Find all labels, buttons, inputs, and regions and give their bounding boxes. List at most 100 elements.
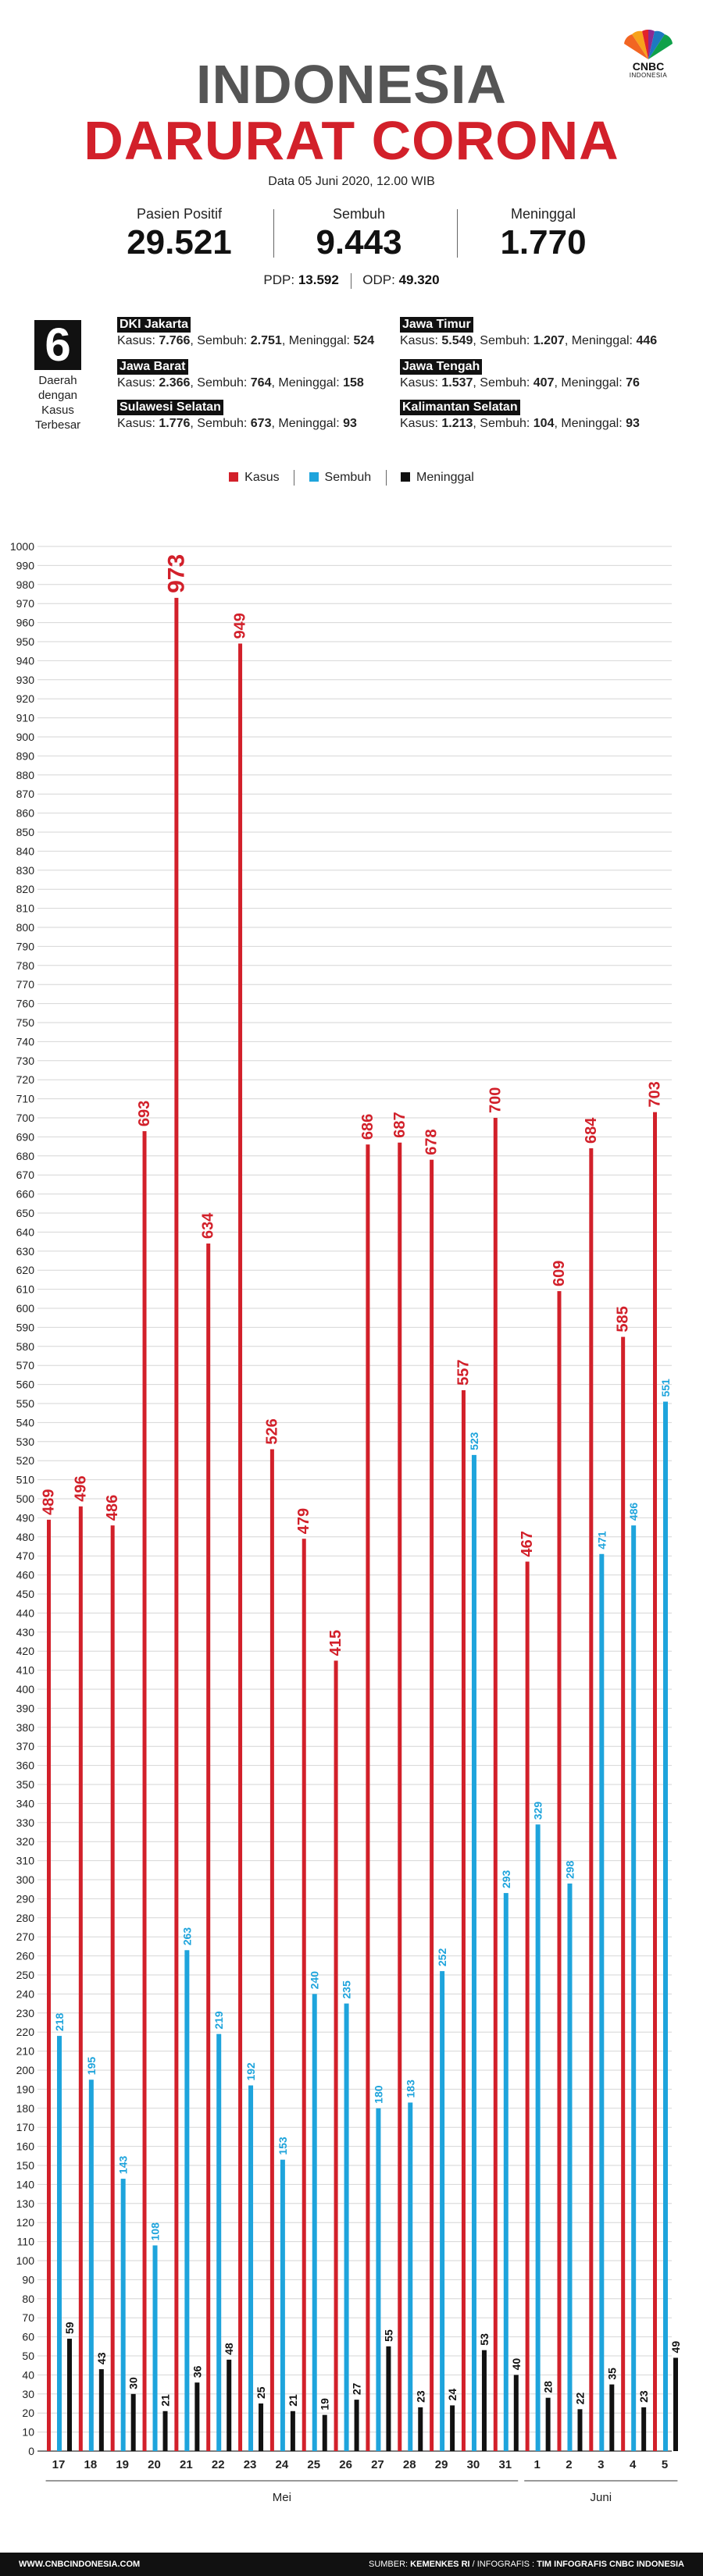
bar-kasus <box>269 1449 274 2451</box>
x-tick-label: 22 <box>212 2458 225 2471</box>
y-tick-label: 710 <box>16 1093 35 1105</box>
data-label-kasus: 585 <box>615 1306 632 1332</box>
data-label-meninggal: 55 <box>382 2329 394 2342</box>
x-tick-label: 26 <box>339 2458 352 2471</box>
data-label-sembuh: 195 <box>85 2057 98 2076</box>
y-tick-label: 0 <box>28 2445 34 2457</box>
bar-meninggal <box>322 2414 327 2451</box>
y-tick-label: 40 <box>22 2368 34 2381</box>
y-tick-label: 540 <box>16 1416 35 1429</box>
region-detail: Kasus: 5.549, Sembuh: 1.207, Meninggal: … <box>400 334 658 347</box>
data-label-kasus: 467 <box>519 1531 536 1557</box>
y-tick-label: 670 <box>16 1169 35 1181</box>
y-tick-label: 500 <box>16 1493 35 1505</box>
region-count-label-1: Daerah <box>38 374 77 387</box>
stat-sembuh-label: Sembuh <box>332 206 386 222</box>
y-tick-label: 690 <box>16 1130 35 1143</box>
y-tick-label: 770 <box>16 978 35 991</box>
data-label-sembuh: 235 <box>341 1980 353 1999</box>
stat-divider-2 <box>457 209 458 258</box>
y-tick-label: 260 <box>16 1950 35 1962</box>
bar-meninggal <box>673 2357 678 2451</box>
bar-kasus <box>621 1336 626 2451</box>
y-tick-label: 50 <box>22 2350 34 2362</box>
bar-kasus <box>78 1506 83 2451</box>
region-name: Jawa Timur <box>400 317 473 333</box>
y-tick-label: 900 <box>16 731 35 743</box>
region-name: DKI Jakarta <box>117 317 191 333</box>
data-label-kasus: 634 <box>200 1212 217 1239</box>
footer-website[interactable]: WWW.CNBCINDONESIA.COM <box>19 2560 141 2569</box>
y-tick-label: 450 <box>16 1588 35 1600</box>
y-tick-label: 70 <box>22 2311 34 2324</box>
bar-sembuh <box>280 2159 285 2451</box>
y-tick-label: 340 <box>16 1797 35 1809</box>
y-tick-label: 700 <box>16 1112 35 1124</box>
y-tick-label: 600 <box>16 1302 35 1315</box>
bar-sembuh <box>57 2036 62 2451</box>
footer-source: SUMBER: KEMENKES RI / INFOGRAFIS : TIM I… <box>369 2560 684 2569</box>
data-label-meninggal: 30 <box>127 2377 140 2389</box>
bar-meninggal <box>450 2405 455 2451</box>
y-tick-label: 230 <box>16 2007 35 2019</box>
y-tick-label: 580 <box>16 1340 35 1353</box>
y-tick-label: 970 <box>16 597 35 610</box>
y-tick-label: 750 <box>16 1016 35 1029</box>
bar-sembuh <box>503 1893 509 2451</box>
bar-meninggal <box>98 2369 104 2451</box>
bar-kasus <box>398 1142 402 2451</box>
bar-meninggal <box>130 2393 136 2451</box>
data-label-meninggal: 40 <box>510 2358 523 2371</box>
y-tick-label: 880 <box>16 769 35 781</box>
data-label-kasus: 557 <box>455 1360 472 1386</box>
region-detail: Kasus: 2.366, Sembuh: 764, Meninggal: 15… <box>117 376 364 390</box>
y-tick-label: 280 <box>16 1912 35 1924</box>
region-count: 6 <box>34 320 81 370</box>
bar-kasus <box>493 1118 498 2451</box>
x-tick-label: 17 <box>52 2458 66 2471</box>
x-tick-label: 25 <box>307 2458 320 2471</box>
data-label-meninggal: 36 <box>191 2365 203 2378</box>
bar-kasus <box>430 1159 434 2451</box>
bar-meninggal <box>481 2350 487 2451</box>
data-label-kasus: 496 <box>72 1475 89 1501</box>
data-label-kasus: 415 <box>327 1630 344 1656</box>
y-tick-label: 350 <box>16 1778 35 1791</box>
y-tick-label: 1000 <box>10 540 34 553</box>
legend-kasus-swatch <box>229 472 239 482</box>
y-tick-label: 820 <box>16 883 35 895</box>
bar-meninggal <box>67 2339 72 2451</box>
stat-positif: Pasien Positif 29.521 <box>87 205 271 262</box>
bar-sembuh <box>312 1994 317 2451</box>
bar-meninggal <box>386 2346 391 2451</box>
daily-cases-chart: 0102030405060708090100110120130140150160… <box>10 540 682 2504</box>
data-label-meninggal: 59 <box>63 2322 76 2334</box>
stat-meninggal-label: Meninggal <box>510 206 576 222</box>
month-label: Mei <box>273 2491 291 2504</box>
data-label-sembuh: 298 <box>563 1860 576 1879</box>
data-label-sembuh: 180 <box>372 2085 384 2104</box>
data-label-meninggal: 49 <box>669 2341 682 2354</box>
y-tick-label: 960 <box>16 617 35 629</box>
legend-kasus: Kasus <box>229 471 280 485</box>
y-tick-label: 140 <box>16 2178 35 2190</box>
data-label-meninggal: 23 <box>637 2390 650 2403</box>
bar-kasus <box>334 1660 338 2451</box>
data-label-meninggal: 22 <box>573 2393 586 2405</box>
legend-sembuh-label: Sembuh <box>324 471 372 485</box>
bar-sembuh <box>535 1824 541 2451</box>
y-tick-label: 360 <box>16 1759 35 1772</box>
bar-meninggal <box>513 2375 519 2451</box>
region-name: Jawa Barat <box>117 359 188 375</box>
data-label-kasus: 973 <box>163 554 189 593</box>
y-tick-label: 10 <box>22 2426 34 2439</box>
bar-sembuh <box>88 2080 94 2451</box>
y-tick-label: 300 <box>16 1873 35 1886</box>
bar-kasus <box>366 1144 370 2451</box>
region-detail: Kasus: 7.766, Sembuh: 2.751, Meninggal: … <box>117 334 375 347</box>
legend-divider-2 <box>385 470 387 486</box>
x-tick-label: 3 <box>598 2458 604 2471</box>
data-label-sembuh: 108 <box>149 2222 162 2241</box>
y-tick-label: 520 <box>16 1454 35 1467</box>
data-label-meninggal: 48 <box>223 2343 235 2355</box>
